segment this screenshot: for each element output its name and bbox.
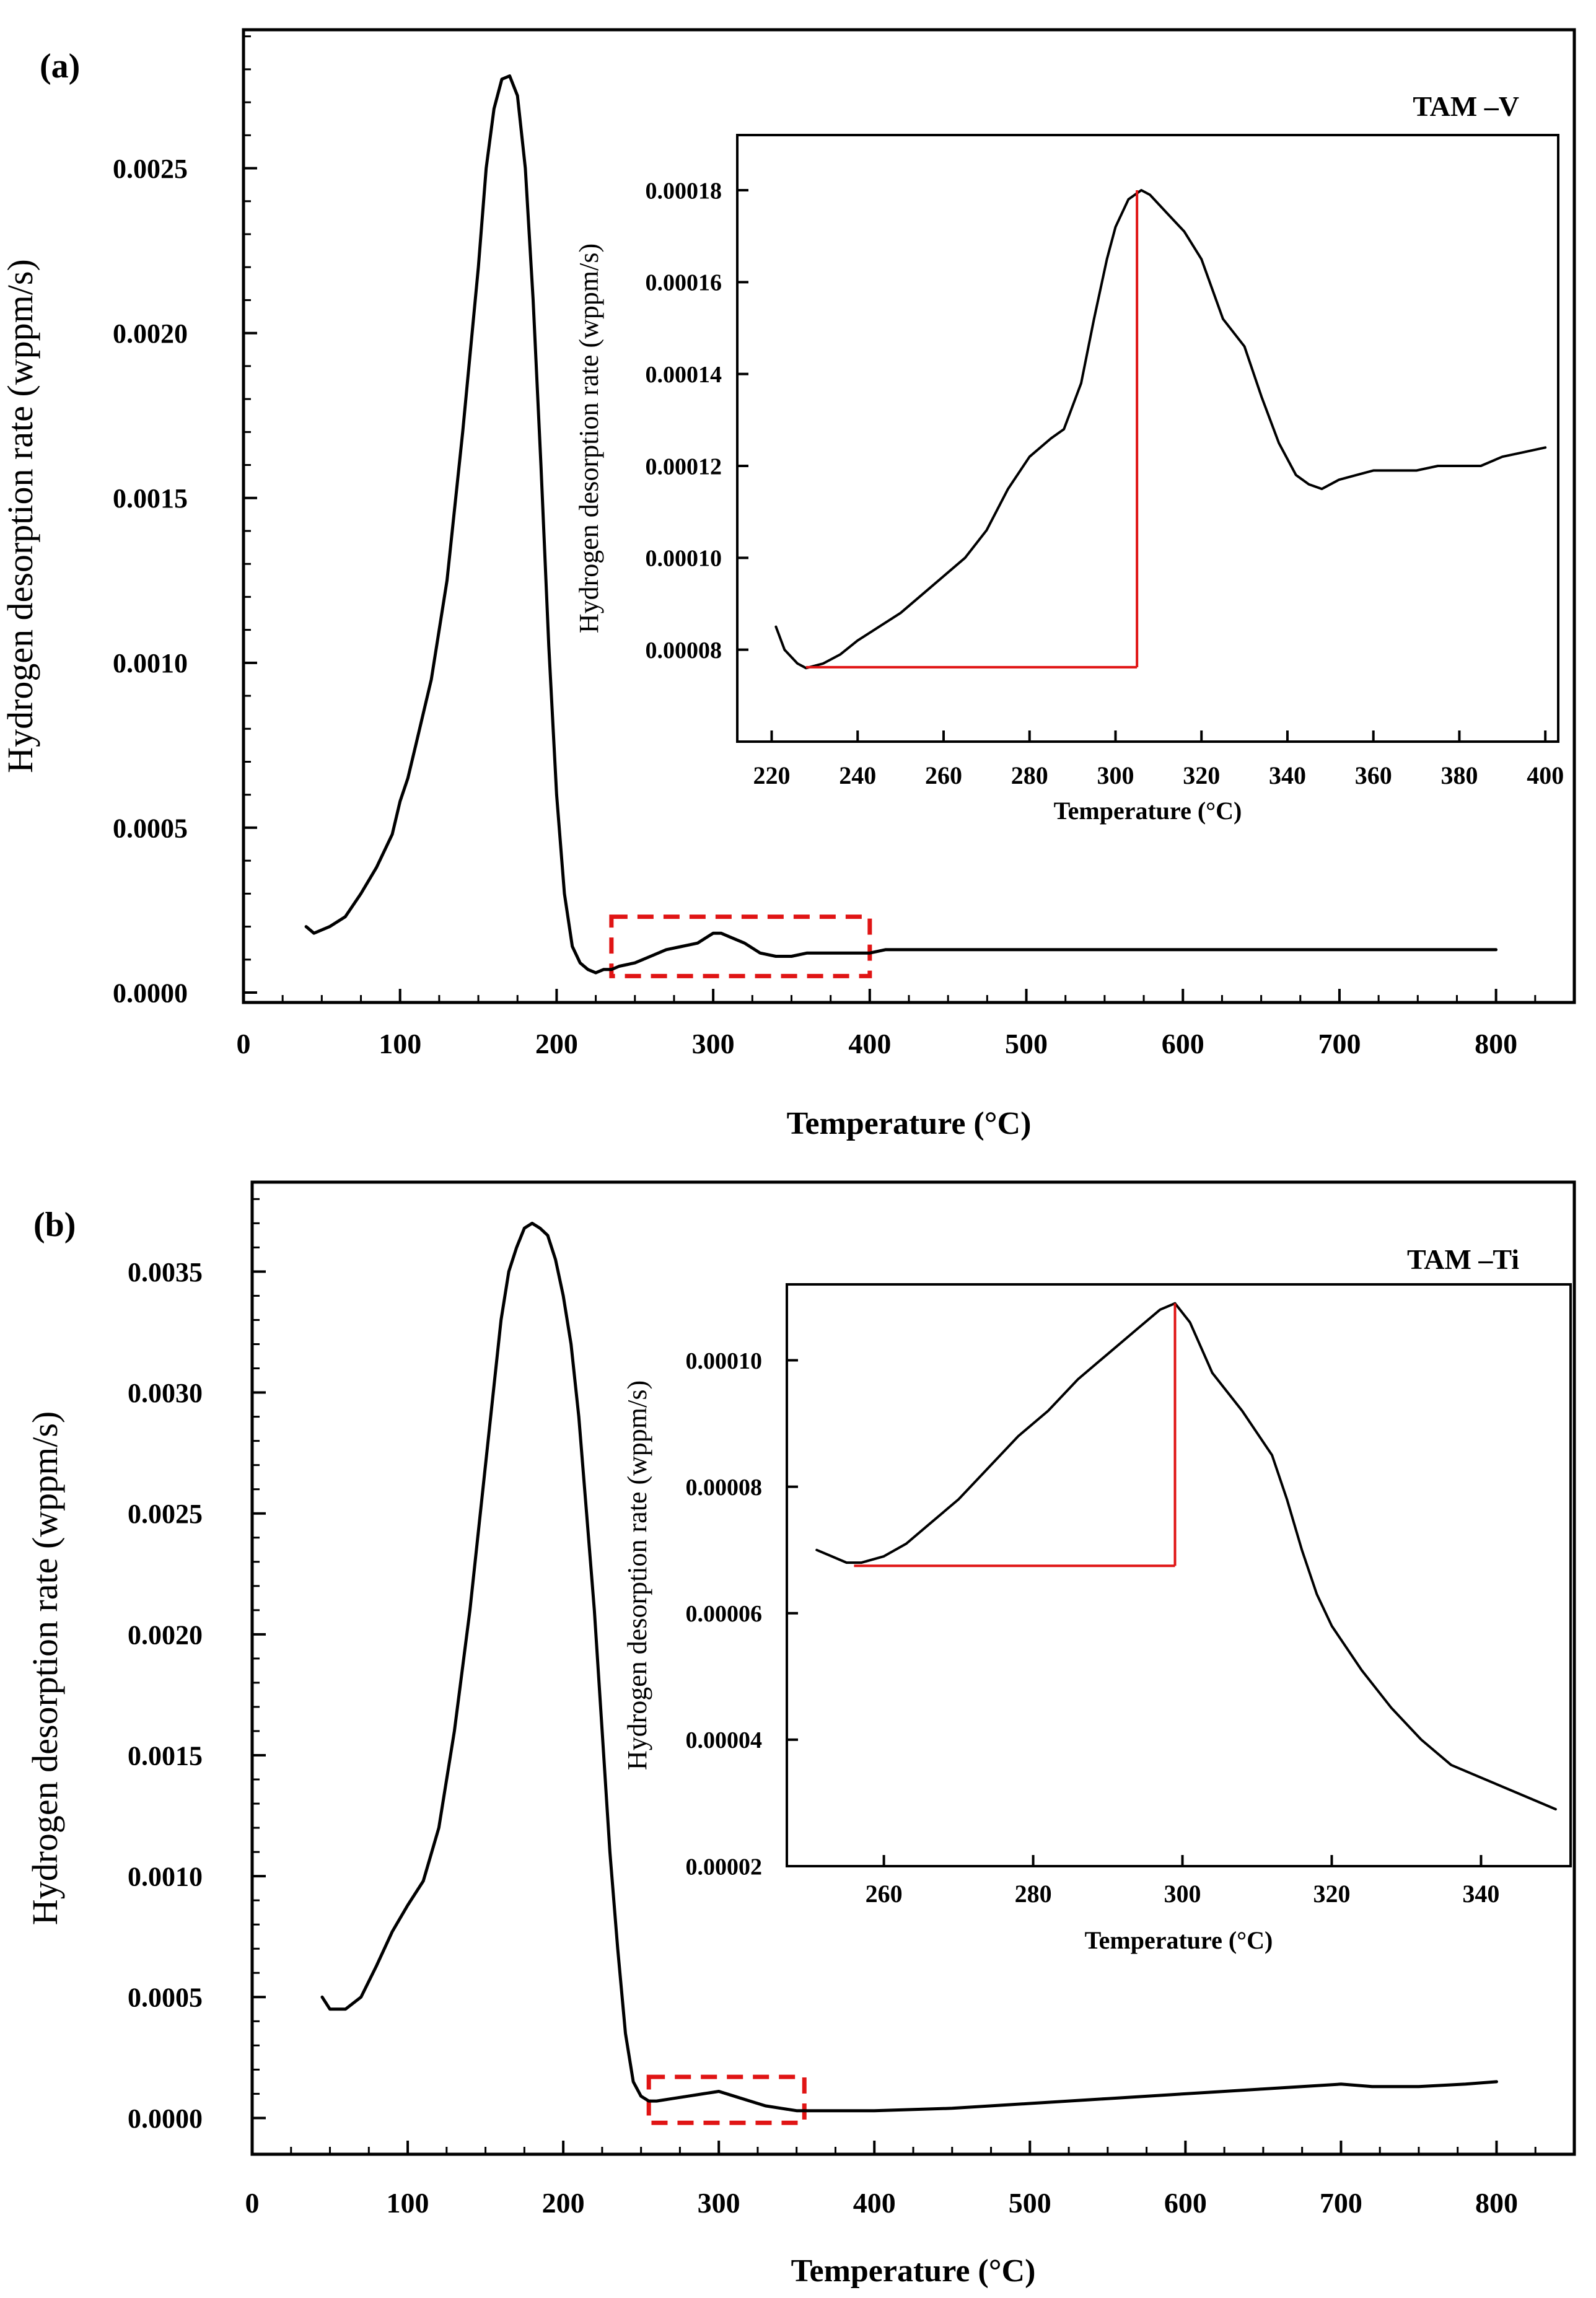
b-inset-x-tick-label: 260: [866, 1880, 903, 1908]
b-main-x-tick-label: 500: [1009, 2187, 1051, 2219]
a-main-y-tick-label: 0.0015: [113, 483, 188, 514]
a-inset-x-tick-label: 280: [1011, 761, 1048, 789]
b-inset-x-axis-label: Temperature (°C): [1085, 1926, 1273, 1954]
a-main-y-tick-label: 0.0005: [113, 813, 188, 843]
a-inset-x-tick-label: 320: [1183, 761, 1220, 789]
a-inset-x-tick-label: 380: [1440, 761, 1478, 789]
a-main-x-tick-label: 300: [692, 1028, 735, 1059]
b-inset-x-tick-label: 320: [1313, 1880, 1350, 1908]
b-inset-legend-label: TAM –Ti: [1407, 1243, 1519, 1275]
a-inset-legend-label: TAM –V: [1413, 90, 1519, 122]
a-inset-series-line: [774, 189, 1547, 670]
a-main-zoom-box: [609, 914, 872, 978]
b-inset-y-tick-label: 0.00010: [686, 1348, 763, 1374]
a-main-y-tick-label: 0.0025: [113, 154, 188, 184]
a-main-y-tick-label: 0.0010: [113, 648, 188, 678]
b-main-x-axis-label: Temperature (°C): [791, 2253, 1036, 2289]
b-main-y-axis-label: Hydrogen desorption rate (wppm/s): [25, 1411, 65, 1926]
b-inset-chart: 0.00002 0.00004 0.00006 0.00008 0.00010 260 28…: [622, 1243, 1572, 1954]
a-inset-y-tick-label: 0.00010: [646, 546, 722, 572]
b-main-y-tick-label: 0.0010: [128, 1862, 203, 1892]
a-main-x-tick-label: 500: [1005, 1028, 1048, 1059]
a-inset-x-tick-label: 220: [753, 761, 790, 789]
b-main-x-tick-label: 0: [245, 2187, 260, 2219]
b-inset-y-tick-label: 0.00002: [686, 1854, 763, 1880]
b-main-y-tick-label: 0.0025: [128, 1499, 203, 1529]
b-main-y-tick-label: 0.0030: [128, 1378, 203, 1408]
b-main-y-tick-label: 0.0035: [128, 1257, 203, 1287]
b-inset-series-line: [815, 1302, 1557, 1811]
a-inset-x-tick-label: 260: [925, 761, 962, 789]
a-main-x-tick-label: 700: [1318, 1028, 1361, 1059]
a-inset-y-tick-label: 0.00008: [646, 638, 722, 664]
b-inset-y-tick-label: 0.00004: [686, 1727, 763, 1753]
b-inset-x-tick-label: 340: [1462, 1880, 1499, 1908]
a-main-x-tick-label: 0: [237, 1028, 251, 1059]
a-inset-x-axis-label: Temperature (°C): [1054, 797, 1242, 825]
a-inset-x-tick-label: 360: [1355, 761, 1392, 789]
b-main-x-tick-label: 300: [698, 2187, 740, 2219]
a-inset-y-tick-label: 0.00018: [646, 178, 722, 204]
b-inset-y-tick-label: 0.00008: [686, 1475, 763, 1501]
a-inset-y-tick-label: 0.00014: [646, 362, 722, 388]
a-inset-y-tick-label: 0.00016: [646, 270, 722, 296]
b-inset-y-tick-label: 0.00006: [686, 1601, 763, 1627]
b-main-y-tick-label: 0.0020: [128, 1620, 203, 1650]
b-main-y-tick-label: 0.0000: [128, 2103, 203, 2134]
b-main-y-tick-label: 0.0015: [128, 1740, 203, 1771]
a-main-y-tick-label: 0.0020: [113, 318, 188, 349]
b-main-panel-label: (b): [33, 1206, 76, 1244]
b-main-x-tick-label: 600: [1164, 2187, 1207, 2219]
a-inset-x-tick-label: 300: [1097, 761, 1134, 789]
b-main-x-tick-label: 200: [542, 2187, 585, 2219]
b-main-chart: 0.0000 0.0005 0.0010 0.0015 0.0020 0.0025 0.00…: [25, 1180, 1576, 2289]
a-inset-chart: 0.00008 0.00010 0.00012 0.00014 0.00016 0.000…: [574, 90, 1564, 825]
a-inset-x-tick-label: 340: [1269, 761, 1306, 789]
a-inset-x-tick-label: 400: [1527, 761, 1564, 789]
a-main-chart: 0.0000 0.0005 0.0010 0.0015 0.0020 0.0025 0 100…: [0, 28, 1576, 1141]
b-main-y-tick-label: 0.0005: [128, 1983, 203, 2013]
a-main-x-tick-label: 200: [535, 1028, 578, 1059]
a-main-series-line: [304, 74, 1498, 975]
a-inset-frame: [736, 134, 1559, 743]
b-inset-x-tick-label: 280: [1015, 1880, 1052, 1908]
a-main-x-tick-label: 800: [1475, 1028, 1517, 1059]
a-main-x-tick-label: 600: [1162, 1028, 1204, 1059]
plot-layer: 0.0000 0.0005 0.0010 0.0015 0.0020 0.0025 0 100…: [0, 28, 1576, 2289]
a-main-x-tick-label: 100: [379, 1028, 421, 1059]
b-main-series-line: [320, 1221, 1498, 2113]
b-inset-frame: [786, 1283, 1572, 1867]
b-inset-y-axis-label: Hydrogen desorption rate (wppm/s): [622, 1380, 652, 1770]
b-main-x-tick-label: 700: [1320, 2187, 1362, 2219]
a-main-x-axis-label: Temperature (°C): [787, 1106, 1032, 1141]
b-main-x-tick-label: 100: [387, 2187, 429, 2219]
b-inset-x-tick-label: 300: [1164, 1880, 1201, 1908]
a-main-panel-label: (a): [40, 47, 80, 86]
a-inset-x-tick-label: 240: [839, 761, 876, 789]
a-main-x-tick-label: 400: [848, 1028, 891, 1059]
a-inset-y-axis-label: Hydrogen desorption rate (wppm/s): [574, 243, 604, 633]
a-main-y-tick-label: 0.0000: [113, 978, 188, 1008]
a-inset-y-tick-label: 0.00012: [646, 454, 722, 480]
b-main-x-tick-label: 400: [853, 2187, 896, 2219]
b-main-x-tick-label: 800: [1475, 2187, 1518, 2219]
a-main-y-axis-label: Hydrogen desorption rate (wppm/s): [0, 259, 40, 773]
